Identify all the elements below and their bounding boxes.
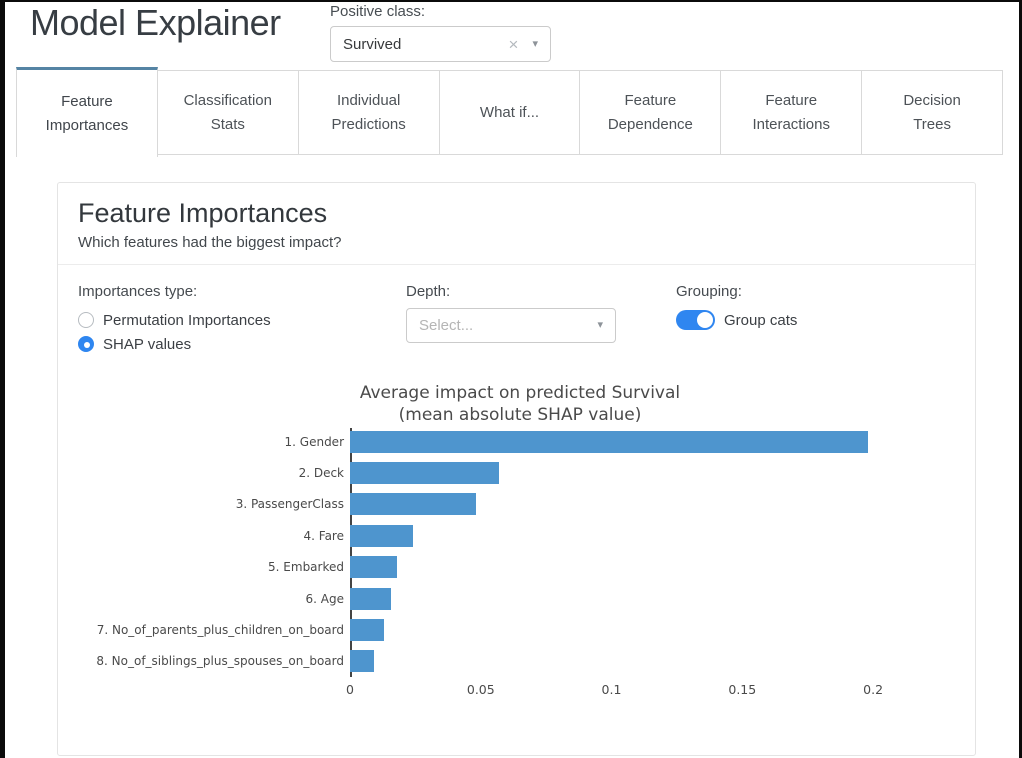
- bar[interactable]: [350, 462, 500, 485]
- toggle-knob-icon: [697, 312, 713, 328]
- chart-title: Average impact on predicted Survival: [359, 383, 681, 403]
- screen-edge-top: [0, 0, 1022, 2]
- radio-shap-values[interactable]: SHAP values: [78, 332, 406, 356]
- depth-group: Depth: Select... ▾: [406, 283, 676, 356]
- tab-feature-interactions[interactable]: Feature Interactions: [720, 70, 863, 155]
- y-axis-label: 2. Deck: [298, 466, 344, 481]
- x-axis-tick: 0.05: [466, 682, 495, 698]
- bar-track: [350, 650, 962, 673]
- tab-label: Feature: [624, 92, 677, 110]
- chevron-down-icon: ▾: [597, 319, 603, 331]
- bar-track: [350, 430, 962, 453]
- chart-subtitle: (mean absolute SHAP value): [398, 405, 642, 425]
- bar-track: [350, 462, 962, 485]
- bar-track: [350, 619, 962, 642]
- tab-label: Classification: [183, 92, 272, 110]
- feature-importances-card: Feature Importances Which features had t…: [57, 182, 976, 756]
- y-axis-label: 4. Fare: [303, 528, 344, 543]
- radio-button-icon[interactable]: [78, 336, 94, 352]
- tab-bar: Feature Importances Classification Stats…: [16, 67, 1004, 157]
- depth-select[interactable]: Select... ▾: [406, 308, 616, 343]
- tab-label: Interactions: [752, 115, 830, 133]
- depth-label: Depth:: [406, 283, 451, 300]
- x-axis-tick: 0.15: [728, 682, 757, 698]
- x-axis: 0 0.05 0.1 0.15 0.2: [346, 680, 962, 700]
- tab-label: Trees: [913, 115, 951, 133]
- card-title: Feature Importances: [78, 198, 328, 228]
- tab-individual-predictions[interactable]: Individual Predictions: [297, 70, 440, 155]
- importances-type-label: Importances type:: [78, 283, 198, 300]
- group-cats-toggle[interactable]: [676, 310, 715, 330]
- bar[interactable]: [350, 650, 374, 673]
- y-axis-label: 8. No_of_siblings_plus_spouses_on_board: [96, 654, 344, 669]
- tab-label: Individual: [336, 92, 401, 110]
- bar-track: [350, 556, 962, 579]
- radio-label: Permutation Importances: [103, 311, 271, 329]
- bar[interactable]: [350, 619, 384, 642]
- bar-row: 1. Gender: [78, 426, 962, 457]
- depth-placeholder: Select...: [419, 317, 474, 334]
- bar-track: [350, 524, 962, 547]
- screen-edge-right: [1019, 0, 1022, 758]
- radio-label: SHAP values: [103, 335, 192, 353]
- tab-label: Feature: [765, 92, 818, 110]
- positive-class-label: Positive class:: [330, 3, 426, 20]
- y-axis-label: 6. Age: [305, 591, 344, 606]
- tab-decision-trees[interactable]: Decision Trees: [861, 70, 1004, 155]
- chevron-down-icon: ▾: [532, 37, 538, 50]
- bar-row: 2. Deck: [78, 457, 962, 488]
- bar-row: 3. PassengerClass: [78, 489, 962, 520]
- bar-track: [350, 493, 962, 516]
- clear-icon[interactable]: ×: [508, 34, 519, 54]
- radio-permutation-importances[interactable]: Permutation Importances: [78, 308, 406, 332]
- group-cats-toggle-row[interactable]: Group cats: [676, 308, 955, 332]
- positive-class-control: Positive class: Survived × ▾: [330, 3, 551, 62]
- bar-row: 5. Embarked: [78, 552, 962, 583]
- bar-row: 6. Age: [78, 583, 962, 614]
- group-cats-label: Group cats: [724, 311, 798, 329]
- positive-class-select[interactable]: Survived × ▾: [330, 26, 551, 62]
- card-subtitle: Which features had the biggest impact?: [78, 234, 342, 251]
- tab-feature-dependence[interactable]: Feature Dependence: [579, 70, 722, 155]
- tab-label: Feature: [61, 93, 113, 111]
- y-axis-label: 5. Embarked: [268, 560, 344, 575]
- bar[interactable]: [350, 430, 868, 453]
- tab-label: Decision: [903, 92, 961, 110]
- grouping-label: Grouping:: [676, 283, 742, 300]
- radio-button-icon[interactable]: [78, 312, 94, 328]
- y-axis-line: [350, 428, 352, 678]
- y-axis-label: 7. No_of_parents_plus_children_on_board: [96, 623, 344, 638]
- screen-edge-left: [0, 0, 5, 758]
- tab-label: Dependence: [607, 115, 693, 133]
- card-header: Feature Importances Which features had t…: [58, 183, 975, 265]
- bar-row: 4. Fare: [78, 520, 962, 551]
- tab-label: Stats: [210, 115, 245, 133]
- bar[interactable]: [350, 587, 391, 610]
- bar-row: 8. No_of_siblings_plus_spouses_on_board: [78, 646, 962, 677]
- x-axis-tick: 0: [346, 682, 354, 698]
- app-title: Model Explainer: [30, 2, 281, 43]
- tab-label: What if...: [479, 103, 540, 121]
- y-axis-label: 1. Gender: [284, 434, 344, 449]
- grouping-group: Grouping: Group cats: [676, 283, 955, 356]
- bar[interactable]: [350, 493, 476, 516]
- tab-classification-stats[interactable]: Classification Stats: [156, 70, 299, 155]
- bar-row: 7. No_of_parents_plus_children_on_board: [78, 614, 962, 645]
- tab-what-if[interactable]: What if...: [438, 70, 581, 155]
- bar-track: [350, 587, 962, 610]
- tab-label: Predictions: [331, 115, 406, 133]
- x-axis-tick: 0.1: [601, 682, 622, 698]
- plot-area: 1. Gender 2. Deck 3. PassengerClass 4. Fare…: [78, 426, 962, 678]
- importances-type-group: Importances type: Permutation Importance…: [78, 283, 406, 356]
- x-axis-tick: 0.2: [863, 682, 884, 698]
- y-axis-label: 3. PassengerClass: [235, 497, 344, 512]
- bar[interactable]: [350, 556, 398, 579]
- chart-controls: Importances type: Permutation Importance…: [58, 265, 975, 356]
- positive-class-value: Survived: [343, 35, 402, 53]
- shap-importances-chart: Average impact on predicted Survival (me…: [78, 382, 962, 700]
- bar[interactable]: [350, 524, 413, 547]
- tab-feature-importances[interactable]: Feature Importances: [16, 67, 158, 157]
- tab-label: Importances: [45, 116, 129, 134]
